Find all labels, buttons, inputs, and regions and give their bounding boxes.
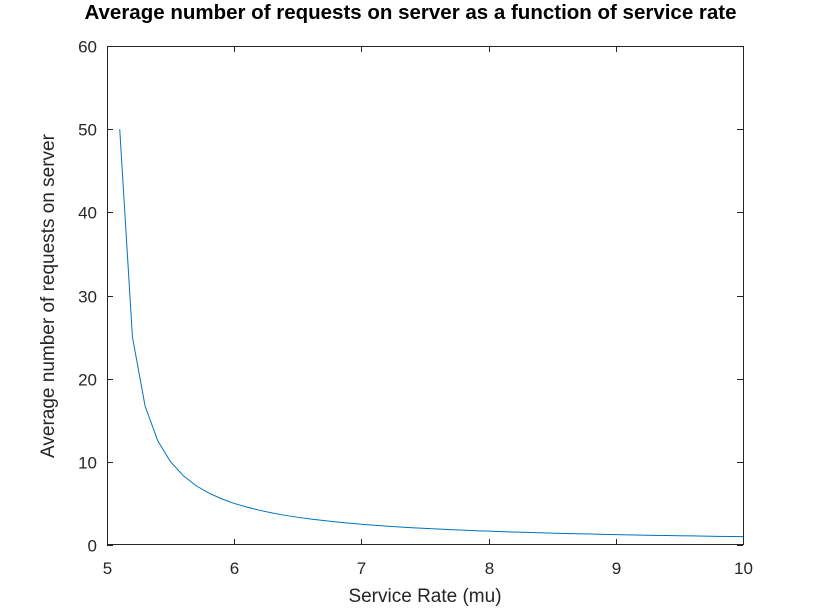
axes-box bbox=[107, 46, 744, 545]
series-line bbox=[119, 129, 744, 538]
x-tick-label: 9 bbox=[612, 559, 621, 578]
x-axis-label: Service Rate (mu) bbox=[348, 586, 502, 607]
x-tick-label: 10 bbox=[734, 559, 753, 578]
x-tick-label: 6 bbox=[230, 559, 239, 578]
y-tick-label: 0 bbox=[88, 537, 97, 556]
x-tick-label: 5 bbox=[103, 559, 112, 578]
y-tick-label: 20 bbox=[78, 371, 97, 390]
y-axis-label: Average number of requests on server bbox=[38, 134, 59, 458]
y-tick-label: 40 bbox=[78, 204, 97, 223]
y-tick-label: 10 bbox=[78, 454, 97, 473]
x-tick-label: 8 bbox=[485, 559, 494, 578]
y-tick-label: 30 bbox=[78, 288, 97, 307]
y-tick-label: 50 bbox=[78, 121, 97, 140]
ticks-layer: 5 6 7 8 9 10 0 10 20 30 40 50 60 bbox=[78, 38, 753, 579]
chart-title: Average number of requests on server as … bbox=[84, 1, 737, 24]
y-tick-label: 60 bbox=[78, 38, 97, 57]
x-tick-label: 7 bbox=[357, 559, 366, 578]
series-layer bbox=[119, 129, 744, 538]
